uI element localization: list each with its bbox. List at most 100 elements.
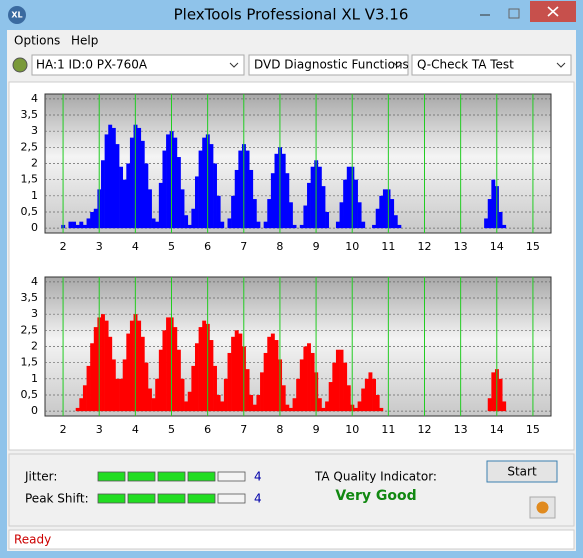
- bar: [72, 221, 77, 229]
- bar: [209, 340, 214, 412]
- bar: [303, 346, 308, 412]
- meter-segment: [157, 493, 186, 504]
- bar: [249, 169, 254, 229]
- bar: [191, 208, 196, 229]
- bar: [270, 333, 275, 412]
- bar: [263, 352, 268, 412]
- meter-segment: [217, 471, 246, 482]
- function-dropdown[interactable]: [248, 54, 409, 76]
- bar: [281, 153, 286, 229]
- peak-shift-value: 4: [254, 492, 262, 506]
- bar: [122, 359, 127, 412]
- bar: [354, 179, 358, 229]
- bar: [202, 320, 207, 412]
- bar: [249, 394, 254, 412]
- bar: [86, 218, 91, 229]
- bar: [343, 179, 348, 229]
- bar: [252, 404, 257, 412]
- bar: [339, 349, 344, 412]
- y-tick-label: 4: [31, 275, 38, 288]
- y-tick-label: 1: [31, 189, 38, 202]
- y-tick-label: 3: [31, 307, 38, 320]
- bar: [372, 378, 377, 412]
- x-tick-label: 11: [381, 423, 395, 436]
- bar: [202, 137, 207, 229]
- test-dropdown[interactable]: [411, 54, 572, 76]
- x-tick-label: 4: [132, 240, 139, 253]
- start-button[interactable]: [486, 460, 558, 483]
- x-tick-label: 13: [454, 423, 468, 436]
- bar: [325, 211, 330, 229]
- y-tick-label: 3,5: [21, 108, 39, 121]
- bar: [245, 150, 250, 229]
- x-tick-label: 7: [240, 240, 247, 253]
- y-tick-label: 3: [31, 124, 38, 137]
- meter-segment: [97, 493, 126, 504]
- result-panel: [8, 453, 575, 527]
- ta-label: TA Quality Indicator:: [314, 470, 437, 484]
- maximize-icon: [508, 8, 520, 19]
- bar: [397, 224, 402, 229]
- bar: [328, 382, 333, 412]
- y-tick-label: 1,5: [21, 356, 39, 369]
- bar: [194, 343, 199, 412]
- y-tick-label: 2: [31, 157, 38, 170]
- x-tick-label: 14: [490, 423, 504, 436]
- bar: [288, 202, 293, 229]
- bar: [187, 391, 192, 412]
- bar: [332, 362, 337, 412]
- bar: [292, 224, 297, 229]
- bar: [238, 333, 243, 412]
- bar: [68, 221, 73, 229]
- bar: [220, 221, 225, 229]
- y-tick-label: 2,5: [21, 140, 39, 153]
- bar: [144, 163, 149, 229]
- bar: [231, 195, 236, 229]
- bar: [502, 224, 507, 229]
- x-tick-label: 15: [526, 240, 540, 253]
- drive-icon: [12, 57, 28, 73]
- bar: [346, 166, 351, 229]
- bar: [296, 378, 301, 412]
- x-tick-label: 9: [313, 423, 320, 436]
- bar: [155, 378, 160, 412]
- bar: [310, 166, 315, 229]
- bar: [325, 401, 330, 412]
- bar: [274, 153, 279, 229]
- bar: [119, 166, 124, 229]
- bar: [86, 365, 91, 412]
- bar: [75, 407, 80, 412]
- bar: [176, 157, 181, 229]
- x-tick-label: 8: [276, 240, 283, 253]
- bar: [317, 166, 322, 229]
- bar: [144, 362, 149, 412]
- y-tick-label: 3,5: [21, 291, 39, 304]
- bar: [187, 224, 192, 229]
- drive-dropdown[interactable]: [31, 54, 245, 76]
- bar: [372, 224, 377, 229]
- bar: [180, 189, 185, 229]
- bar: [101, 314, 105, 412]
- y-tick-label: 1: [31, 372, 38, 385]
- bar: [379, 407, 384, 412]
- bar: [491, 372, 496, 412]
- bar: [180, 378, 185, 412]
- x-tick-label: 15: [526, 423, 540, 436]
- menu-item[interactable]: Help: [71, 34, 98, 48]
- bar: [166, 317, 170, 412]
- x-tick-label: 5: [168, 423, 175, 436]
- bar: [216, 394, 221, 412]
- x-tick-label: 12: [418, 423, 432, 436]
- menu-item[interactable]: Options: [14, 34, 60, 48]
- test-dropdown-text: Q-Check TA Test: [417, 58, 514, 72]
- bar: [285, 404, 290, 412]
- bar: [354, 407, 358, 412]
- bar: [166, 134, 170, 229]
- dropdown-arrow: [556, 62, 566, 68]
- app-icon-text: XL: [11, 11, 22, 20]
- bar: [368, 372, 373, 412]
- bar: [137, 320, 142, 412]
- bar: [227, 218, 232, 229]
- bar: [231, 336, 236, 412]
